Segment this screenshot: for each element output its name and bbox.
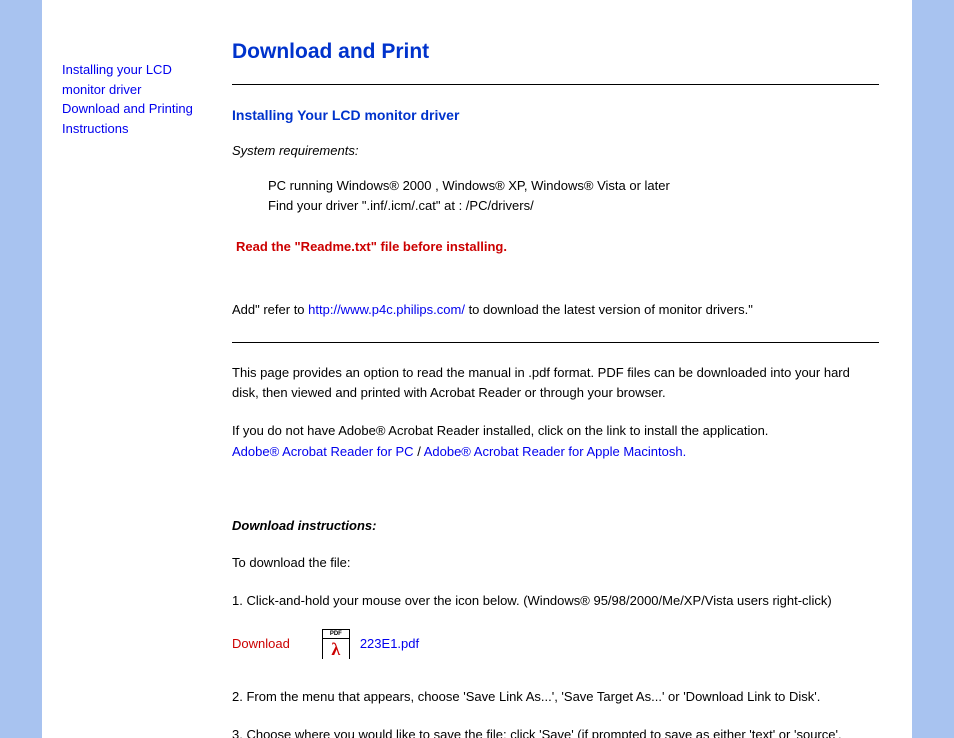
sysreq-item: Find your driver ".inf/.icm/.cat" at : /… bbox=[268, 196, 879, 216]
text-fragment: Add" refer to bbox=[232, 302, 308, 317]
text-fragment: to download the latest version of monito… bbox=[465, 302, 753, 317]
dl-step: 1. Click-and-hold your mouse over the ic… bbox=[232, 591, 879, 611]
pdf-icon-glyph: λ bbox=[331, 639, 340, 660]
text-fragment: / bbox=[414, 444, 424, 459]
page-title: Download and Print bbox=[232, 40, 879, 64]
main-content: Download and Print Installing Your LCD m… bbox=[222, 0, 899, 738]
pdf-filename-link[interactable]: 223E1.pdf bbox=[360, 636, 419, 651]
sysreq-item: PC running Windows® 2000 , Windows® XP, … bbox=[268, 176, 879, 196]
readme-warning: Read the "Readme.txt" file before instal… bbox=[236, 239, 879, 254]
refer-text: Add" refer to http://www.p4c.philips.com… bbox=[232, 300, 879, 320]
divider bbox=[232, 342, 879, 343]
divider bbox=[232, 84, 879, 85]
left-accent-bar bbox=[0, 0, 42, 738]
dl-step: 3. Choose where you would like to save t… bbox=[232, 725, 879, 738]
pdf-icon-label: PDF bbox=[323, 630, 349, 639]
download-instructions-heading: Download instructions: bbox=[232, 518, 879, 533]
dl-intro: To download the file: bbox=[232, 553, 879, 573]
sidebar-nav: Installing your LCD monitor driver Downl… bbox=[54, 0, 222, 738]
dl-step: 2. From the menu that appears, choose 'S… bbox=[232, 687, 879, 707]
text-fragment: If you do not have Adobe® Acrobat Reader… bbox=[232, 423, 768, 438]
philips-link[interactable]: http://www.p4c.philips.com/ bbox=[308, 302, 465, 317]
spacer bbox=[42, 0, 54, 738]
sidebar-link-download-print[interactable]: Download and Printing Instructions bbox=[62, 99, 214, 138]
pdf-icon: PDF λ bbox=[322, 629, 350, 659]
body-paragraph: This page provides an option to read the… bbox=[232, 363, 879, 403]
body-paragraph: If you do not have Adobe® Acrobat Reader… bbox=[232, 421, 879, 461]
acrobat-pc-link[interactable]: Adobe® Acrobat Reader for PC bbox=[232, 444, 414, 459]
sidebar-link-install-driver[interactable]: Installing your LCD monitor driver bbox=[62, 60, 214, 99]
download-label: Download bbox=[232, 636, 290, 651]
section-heading-install: Installing Your LCD monitor driver bbox=[232, 107, 879, 123]
sysreq-label: System requirements: bbox=[232, 143, 879, 158]
right-accent-bar bbox=[912, 0, 954, 738]
acrobat-mac-link[interactable]: Adobe® Acrobat Reader for Apple Macintos… bbox=[424, 444, 687, 459]
pdf-download[interactable]: PDF λ 223E1.pdf bbox=[322, 629, 419, 659]
download-row: Download PDF λ 223E1.pdf bbox=[232, 629, 879, 659]
sysreq-list: PC running Windows® 2000 , Windows® XP, … bbox=[268, 176, 879, 215]
spacer bbox=[899, 0, 912, 738]
